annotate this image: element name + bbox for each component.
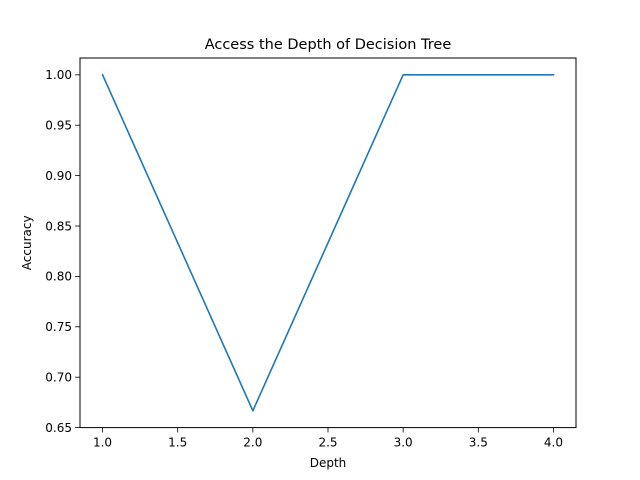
- plot-area-frame: [79, 57, 577, 429]
- y-tick-label: 0.70: [45, 371, 72, 385]
- x-axis-ticks: 1.0 1.5 2.0 2.5 3.0 3.5 4.0: [93, 427, 563, 450]
- y-axis-label: Accuracy: [20, 215, 34, 270]
- series-line: [101, 73, 555, 412]
- y-tick-label: 0.75: [45, 320, 72, 334]
- x-tick-label: 3.0: [394, 436, 413, 450]
- x-tick-label: 2.0: [243, 436, 262, 450]
- chart-title: Access the Depth of Decision Tree: [205, 37, 452, 53]
- x-tick-label: 3.5: [469, 436, 488, 450]
- y-tick-label: 1.00: [45, 68, 72, 82]
- y-tick-label: 0.95: [45, 119, 72, 133]
- y-axis-ticks: 0.65 0.70 0.75 0.80 0.85 0.90 0.95 1.00: [45, 68, 80, 435]
- x-tick-label: 2.5: [318, 436, 337, 450]
- x-axis-label: Depth: [310, 456, 347, 470]
- y-tick-label: 0.65: [45, 421, 72, 435]
- x-tick-label: 1.0: [93, 436, 112, 450]
- y-tick-label: 0.80: [45, 270, 72, 284]
- x-tick-label: 4.0: [544, 436, 563, 450]
- series-layer: [101, 73, 555, 412]
- x-tick-label: 1.5: [168, 436, 187, 450]
- y-tick-label: 0.90: [45, 169, 72, 183]
- y-tick-label: 0.85: [45, 219, 72, 233]
